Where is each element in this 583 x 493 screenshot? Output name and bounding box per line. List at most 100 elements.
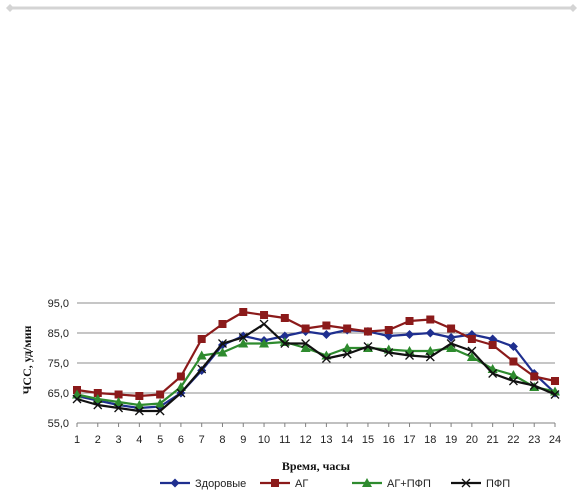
data-point	[466, 352, 477, 361]
data-point	[238, 338, 249, 348]
data-point	[488, 369, 498, 378]
data-point	[197, 364, 207, 374]
data-point	[113, 397, 124, 406]
data-point	[425, 328, 435, 338]
data-point	[176, 372, 185, 381]
data-point	[321, 354, 331, 363]
data-point	[218, 339, 227, 348]
data-point	[509, 357, 518, 366]
data-point	[300, 343, 311, 352]
x-tick-label: 9	[240, 434, 246, 446]
y-tick-label: 95,0	[48, 298, 69, 310]
legend-item: ПФП	[451, 478, 510, 490]
data-point	[467, 335, 476, 343]
data-point	[384, 326, 393, 334]
data-point	[93, 400, 103, 410]
legend-swatch-marker	[271, 479, 279, 487]
data-point	[155, 406, 165, 416]
data-point	[280, 339, 290, 348]
data-point	[321, 330, 331, 339]
data-point	[259, 338, 270, 348]
data-point	[343, 324, 352, 333]
data-point	[259, 319, 269, 329]
data-point	[508, 376, 518, 386]
data-point	[405, 351, 414, 360]
data-point	[197, 335, 206, 343]
data-point	[92, 394, 103, 403]
data-point	[196, 350, 207, 360]
data-point	[114, 403, 124, 413]
data-point	[218, 320, 227, 328]
x-tick-label: 24	[549, 434, 561, 446]
series-x	[72, 319, 560, 416]
data-point	[72, 394, 82, 404]
data-point	[301, 339, 311, 348]
data-point	[93, 389, 102, 397]
data-point	[176, 388, 186, 398]
data-point	[508, 370, 519, 379]
series-square	[73, 308, 559, 400]
x-tick-label: 8	[219, 434, 225, 446]
data-point	[135, 392, 144, 400]
series-line	[76, 310, 556, 398]
y-tick-label: 75,0	[48, 358, 69, 370]
data-point	[342, 343, 353, 352]
x-tick-label: 14	[341, 434, 353, 446]
axes	[76, 422, 556, 427]
legend-swatch-marker	[362, 478, 372, 487]
data-point	[550, 390, 560, 399]
data-point	[405, 317, 414, 325]
data-point	[446, 339, 456, 348]
data-series	[72, 308, 560, 416]
y-tick-label: 65,0	[48, 388, 69, 400]
data-point	[446, 343, 457, 352]
x-tick-label: 18	[424, 434, 436, 446]
x-tick-label: 15	[362, 434, 374, 446]
x-tick-label: 11	[279, 434, 290, 446]
data-point	[301, 324, 310, 333]
x-tick-label: 7	[199, 434, 205, 446]
legend: Здоровые АГ АГ+ПФП ПФП	[160, 478, 510, 490]
data-point	[322, 321, 331, 330]
series-triangle	[72, 337, 560, 409]
data-point	[425, 352, 435, 362]
data-point	[280, 314, 289, 322]
x-axis-title: Время, часы	[282, 459, 351, 473]
x-tick-label: 22	[507, 434, 519, 446]
data-point	[134, 406, 144, 416]
data-point	[342, 349, 352, 359]
x-tick-label: 13	[320, 434, 332, 446]
x-tick-label: 17	[403, 434, 415, 446]
x-tick-label: 6	[178, 434, 184, 446]
data-point	[384, 348, 394, 357]
data-point	[238, 333, 248, 342]
data-point	[426, 315, 435, 324]
data-point	[156, 390, 165, 399]
legend-swatch-marker	[170, 478, 180, 488]
data-point	[363, 342, 373, 351]
x-tick-label: 12	[299, 434, 311, 446]
data-point	[529, 381, 539, 390]
data-point	[446, 333, 456, 342]
legend-item: АГ	[260, 478, 308, 490]
series-diamond	[72, 325, 560, 413]
data-point	[530, 372, 539, 381]
y-tick-label: 55,0	[48, 418, 69, 430]
data-point	[551, 377, 559, 385]
top-divider	[6, 4, 577, 12]
data-point	[447, 324, 456, 333]
data-point	[508, 342, 518, 351]
x-tick-label: 19	[445, 434, 457, 446]
data-point	[363, 327, 372, 336]
legend-item: Здоровые	[160, 478, 246, 490]
x-tick-labels: 1 2 3 4 5 6 7 8 9 10 11 12 13 14 15 16 17 18 19 20 21 22 23 24	[74, 434, 561, 446]
x-tick-label: 16	[383, 434, 395, 446]
x-tick-label: 21	[487, 434, 499, 446]
x-tick-label: 1	[74, 434, 80, 446]
x-tick-label: 10	[258, 434, 270, 446]
data-point	[239, 308, 248, 316]
x-tick-label: 23	[528, 434, 540, 446]
data-point	[280, 331, 290, 341]
data-point	[114, 390, 123, 399]
